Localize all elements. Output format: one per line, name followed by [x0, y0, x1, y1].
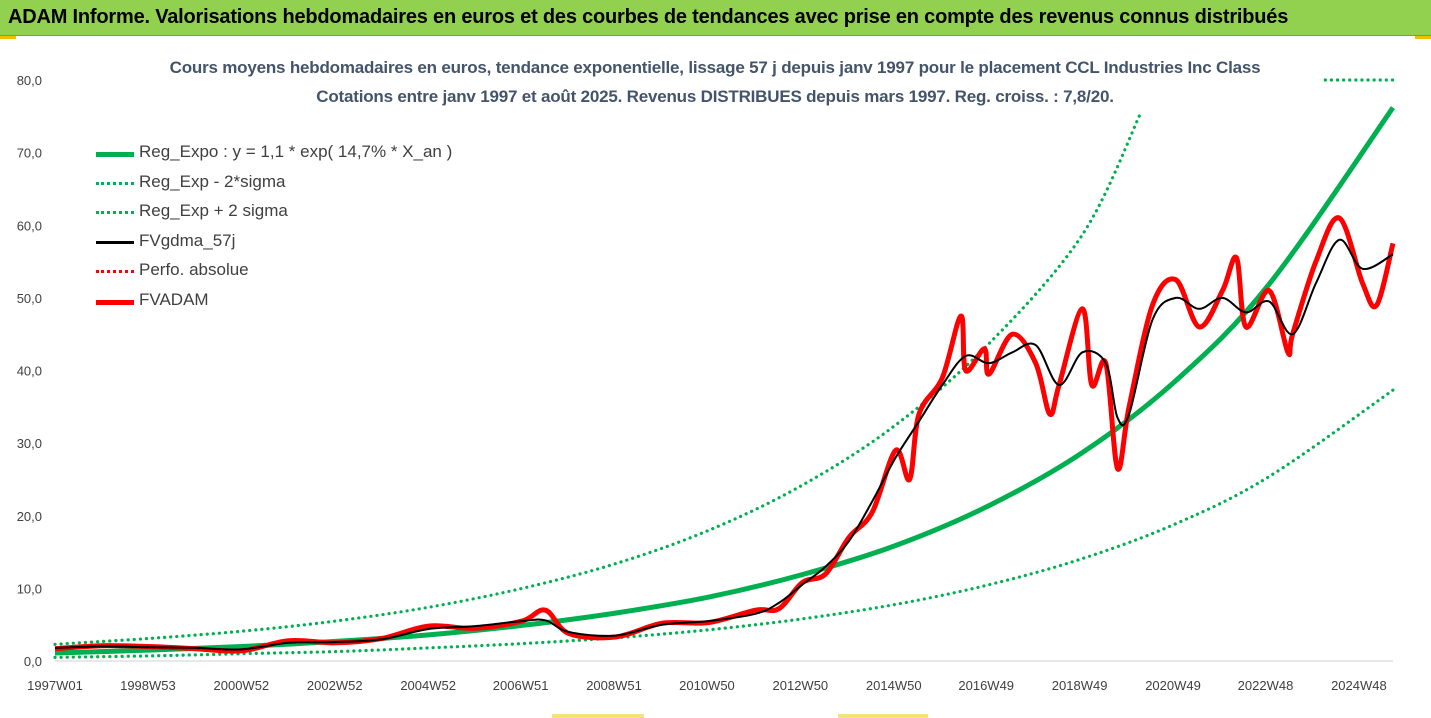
series-line-5	[54, 215, 1396, 654]
x-tick-label: 2002W52	[307, 678, 363, 693]
chart-title: Cours moyens hebdomadaires en euros, ten…	[169, 58, 1261, 77]
legend-swatch	[96, 240, 134, 244]
x-tick-label: 2014W50	[866, 678, 922, 693]
y-tick-label: 0,0	[24, 654, 42, 669]
x-tick-label: 2020W49	[1145, 678, 1201, 693]
legend-label: Perfo. absolue	[139, 260, 249, 280]
x-tick-label: 2012W50	[773, 678, 829, 693]
chart-plot: 0,0 10,0 20,0 30,0 40,0 50,0 60,0 70,0 80,0 1997W…	[17, 73, 1396, 693]
y-tick-label: 40,0	[17, 364, 42, 379]
legend-swatch	[96, 152, 134, 157]
series-line-0	[54, 106, 1396, 656]
legend-label: Reg_Expo : y = 1,1 * exp( 14,7% * X_an )	[139, 142, 453, 161]
x-tick-label: 2006W51	[493, 678, 549, 693]
legend-label: FVgdma_57j	[139, 230, 236, 250]
legend-label: Reg_Exp - 2*sigma	[139, 171, 286, 191]
series-line-1	[53, 388, 1395, 659]
x-tick-label: 1998W53	[120, 678, 176, 693]
header-banner: ADAM Informe. Valorisations hebdomadaire…	[0, 0, 1431, 36]
y-tick-label: 70,0	[17, 146, 42, 161]
legend-swatch	[96, 211, 134, 215]
x-tick-label: 2018W49	[1052, 678, 1108, 693]
y-tick-label: 10,0	[17, 581, 42, 596]
y-tick-label: 50,0	[17, 291, 42, 306]
legend-swatch	[96, 181, 134, 185]
x-tick-label: 2024W48	[1331, 678, 1387, 693]
bottom-bar-right	[838, 714, 928, 718]
chart-subtitle: Cotations entre janv 1997 et août 2025. …	[316, 87, 1114, 106]
corner-mark-right	[1415, 36, 1431, 39]
x-tick-label: 2016W49	[958, 678, 1014, 693]
x-tick-label: 2022W48	[1238, 678, 1294, 693]
axis-layer: 0,0 10,0 20,0 30,0 40,0 50,0 60,0 70,0 80,0 1997W…	[17, 73, 1393, 693]
y-tick-label: 30,0	[17, 436, 42, 451]
x-tick-label: 2008W51	[586, 678, 642, 693]
legend-swatch	[96, 270, 134, 274]
y-tick-label: 60,0	[17, 218, 42, 233]
banner-title: ADAM Informe. Valorisations hebdomadaire…	[8, 6, 1289, 28]
corner-mark-left	[0, 36, 16, 39]
x-tick-label: 2000W52	[214, 678, 270, 693]
legend-swatch	[96, 299, 134, 305]
y-tick-label: 20,0	[17, 509, 42, 524]
series-line-2	[53, 111, 1143, 646]
bottom-bar-left	[552, 714, 644, 718]
x-tick-label: 2004W52	[400, 678, 456, 693]
x-tick-label: 2010W50	[679, 678, 735, 693]
series-line-3	[54, 238, 1394, 651]
legend-label: FVADAM	[139, 289, 209, 309]
legend-label: Reg_Exp + 2 sigma	[139, 201, 288, 221]
y-tick-label: 80,0	[17, 73, 42, 88]
series-layer	[53, 78, 1396, 659]
x-tick-label: 1997W01	[27, 678, 83, 693]
